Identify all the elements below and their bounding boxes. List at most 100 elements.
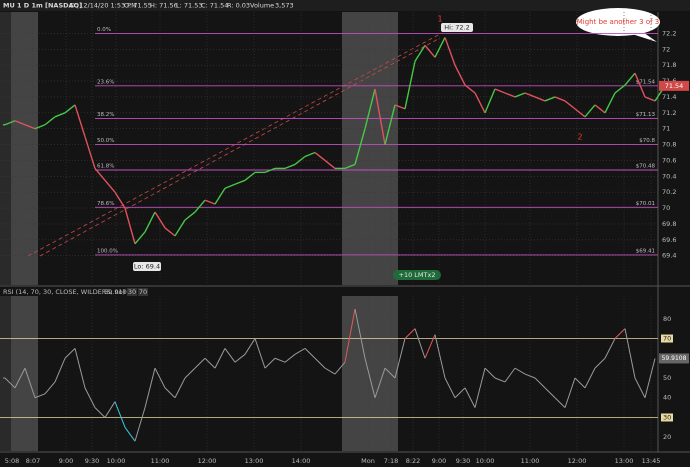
rsi-line bbox=[474, 368, 486, 408]
rsi-line bbox=[274, 357, 286, 363]
rsi-line bbox=[484, 367, 496, 379]
rsi-line bbox=[204, 357, 216, 369]
y-tick-label: 69.6 bbox=[662, 236, 676, 244]
y-tick-label: 50 bbox=[663, 374, 671, 382]
price-candle bbox=[424, 44, 436, 58]
y-tick-label: 71 bbox=[662, 125, 670, 133]
rsi-line bbox=[374, 367, 386, 398]
y-tick-label: 70 bbox=[662, 204, 670, 212]
rsi-line bbox=[244, 338, 256, 355]
rsi-line bbox=[314, 357, 326, 369]
rsi-line bbox=[534, 377, 546, 389]
callout-bubble bbox=[576, 8, 660, 36]
x-tick-label: 7:18 bbox=[384, 457, 399, 465]
price-candle bbox=[184, 211, 196, 221]
rsi-line bbox=[54, 358, 66, 383]
label-box bbox=[133, 262, 161, 271]
rsi-line bbox=[564, 377, 576, 408]
session-shade bbox=[342, 296, 398, 451]
order-pill[interactable] bbox=[393, 270, 441, 280]
price-candle bbox=[134, 231, 146, 245]
price-candle bbox=[494, 88, 506, 94]
price-candle bbox=[54, 112, 66, 118]
rsi-line bbox=[174, 377, 186, 398]
price-candle bbox=[524, 92, 536, 98]
price-candle bbox=[394, 104, 406, 110]
label-box bbox=[441, 23, 473, 32]
rsi-line bbox=[424, 334, 436, 359]
rsi-line bbox=[44, 381, 56, 395]
price-candle bbox=[574, 108, 586, 118]
y-tick-label: 71.2 bbox=[662, 109, 676, 117]
x-tick-label: 13:00 bbox=[615, 457, 634, 465]
price-candle bbox=[594, 104, 606, 114]
rsi-line bbox=[544, 387, 556, 399]
rsi-line bbox=[64, 348, 76, 359]
price-candle bbox=[204, 199, 216, 205]
price-candle bbox=[74, 104, 86, 137]
y-tick-label: 40 bbox=[663, 394, 671, 402]
x-tick-label: Mon bbox=[361, 457, 375, 465]
last-rsi: 59.9108 bbox=[662, 355, 687, 362]
rsi-line bbox=[144, 368, 156, 408]
price-candle bbox=[644, 96, 656, 102]
trend-line bbox=[39, 37, 441, 257]
rsi-oversold-badge: 30 bbox=[128, 288, 136, 296]
x-tick-label: 8:22 bbox=[406, 457, 421, 465]
price-candle bbox=[264, 167, 276, 174]
price-candle bbox=[434, 37, 446, 58]
price-candle bbox=[354, 128, 366, 165]
rsi-line bbox=[234, 353, 246, 363]
high-label: Hi: 72.2 bbox=[444, 24, 469, 32]
price-candle bbox=[44, 116, 56, 126]
price-candle bbox=[464, 84, 476, 94]
x-tick-label: 12:00 bbox=[198, 457, 217, 465]
rsi-line bbox=[584, 367, 596, 389]
price-candle bbox=[4, 120, 16, 126]
y-tick-label: 70.2 bbox=[662, 188, 676, 196]
session-shade bbox=[342, 12, 398, 285]
price-candle bbox=[94, 167, 106, 181]
rsi-line bbox=[364, 358, 376, 398]
x-tick-label: 9:30 bbox=[85, 457, 100, 465]
price-candle bbox=[144, 211, 156, 233]
x-tick-label: 9:00 bbox=[59, 457, 74, 465]
price-candle bbox=[294, 155, 306, 165]
last-price-box bbox=[659, 80, 689, 91]
rsi-line bbox=[504, 367, 516, 383]
price-candle bbox=[164, 227, 176, 237]
x-tick-label: 10:00 bbox=[107, 457, 126, 465]
rsi-line bbox=[184, 367, 196, 379]
session-shade bbox=[0, 12, 11, 285]
rsi-line bbox=[34, 393, 46, 399]
rsi-line bbox=[354, 308, 366, 359]
price-candle bbox=[154, 211, 166, 229]
y-tick-label: 80 bbox=[663, 315, 671, 323]
price-candle bbox=[614, 84, 626, 94]
rsi-last: 59.9108 bbox=[104, 288, 131, 296]
symbol[interactable]: MU 1 D 1m [NASDAQ] bbox=[3, 2, 82, 10]
rsi-line bbox=[194, 357, 206, 369]
price-candle bbox=[124, 207, 136, 244]
x-tick-label: 13:00 bbox=[245, 457, 264, 465]
rsi-line bbox=[84, 387, 96, 408]
fib-percent: 100.0% bbox=[97, 248, 118, 254]
x-tick-label: 9:30 bbox=[456, 457, 471, 465]
price-candle bbox=[484, 88, 496, 114]
ohlc-date: D: 12/14/20 1:53 PM bbox=[70, 2, 137, 10]
price-candle bbox=[474, 92, 486, 114]
volume-label: Volume bbox=[250, 2, 274, 10]
price-candle bbox=[534, 96, 546, 102]
y-tick-label: 72.2 bbox=[662, 29, 676, 37]
price-candle bbox=[444, 37, 456, 66]
order-label[interactable]: +10 LMTx2 bbox=[399, 271, 436, 279]
price-candle bbox=[34, 124, 46, 130]
price-candle bbox=[114, 191, 126, 209]
ohlc-close: C: 71.54 bbox=[201, 2, 228, 10]
rsi-line bbox=[264, 357, 276, 369]
badge bbox=[138, 288, 148, 296]
rsi-line bbox=[434, 334, 446, 379]
fib-price: $70.01 bbox=[636, 201, 655, 207]
ohlc-range: R: 0.03 bbox=[227, 2, 250, 10]
x-tick-label: 12:00 bbox=[568, 457, 587, 465]
